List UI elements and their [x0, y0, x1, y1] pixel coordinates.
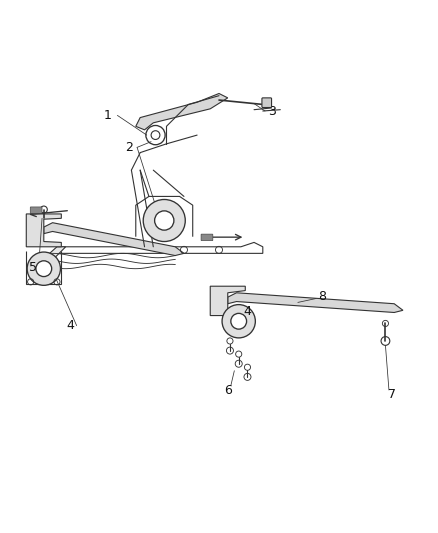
Text: 6: 6 — [224, 384, 232, 397]
Circle shape — [222, 304, 255, 338]
FancyBboxPatch shape — [30, 207, 42, 214]
Text: 7: 7 — [388, 388, 396, 401]
Polygon shape — [136, 93, 228, 130]
Text: 2: 2 — [125, 141, 133, 154]
Polygon shape — [26, 214, 61, 247]
FancyBboxPatch shape — [262, 98, 272, 108]
FancyBboxPatch shape — [201, 234, 213, 241]
Polygon shape — [210, 286, 245, 316]
Circle shape — [231, 313, 247, 329]
Polygon shape — [44, 223, 184, 255]
Polygon shape — [228, 293, 403, 312]
Text: 4: 4 — [66, 319, 74, 332]
Circle shape — [143, 199, 185, 241]
Text: 3: 3 — [268, 104, 276, 117]
Circle shape — [155, 211, 174, 230]
Text: 4: 4 — [244, 305, 251, 318]
Circle shape — [27, 252, 60, 285]
Text: 5: 5 — [29, 261, 37, 274]
Text: 1: 1 — [103, 109, 111, 122]
Polygon shape — [35, 247, 66, 269]
Text: 8: 8 — [318, 290, 326, 303]
Circle shape — [36, 261, 52, 277]
